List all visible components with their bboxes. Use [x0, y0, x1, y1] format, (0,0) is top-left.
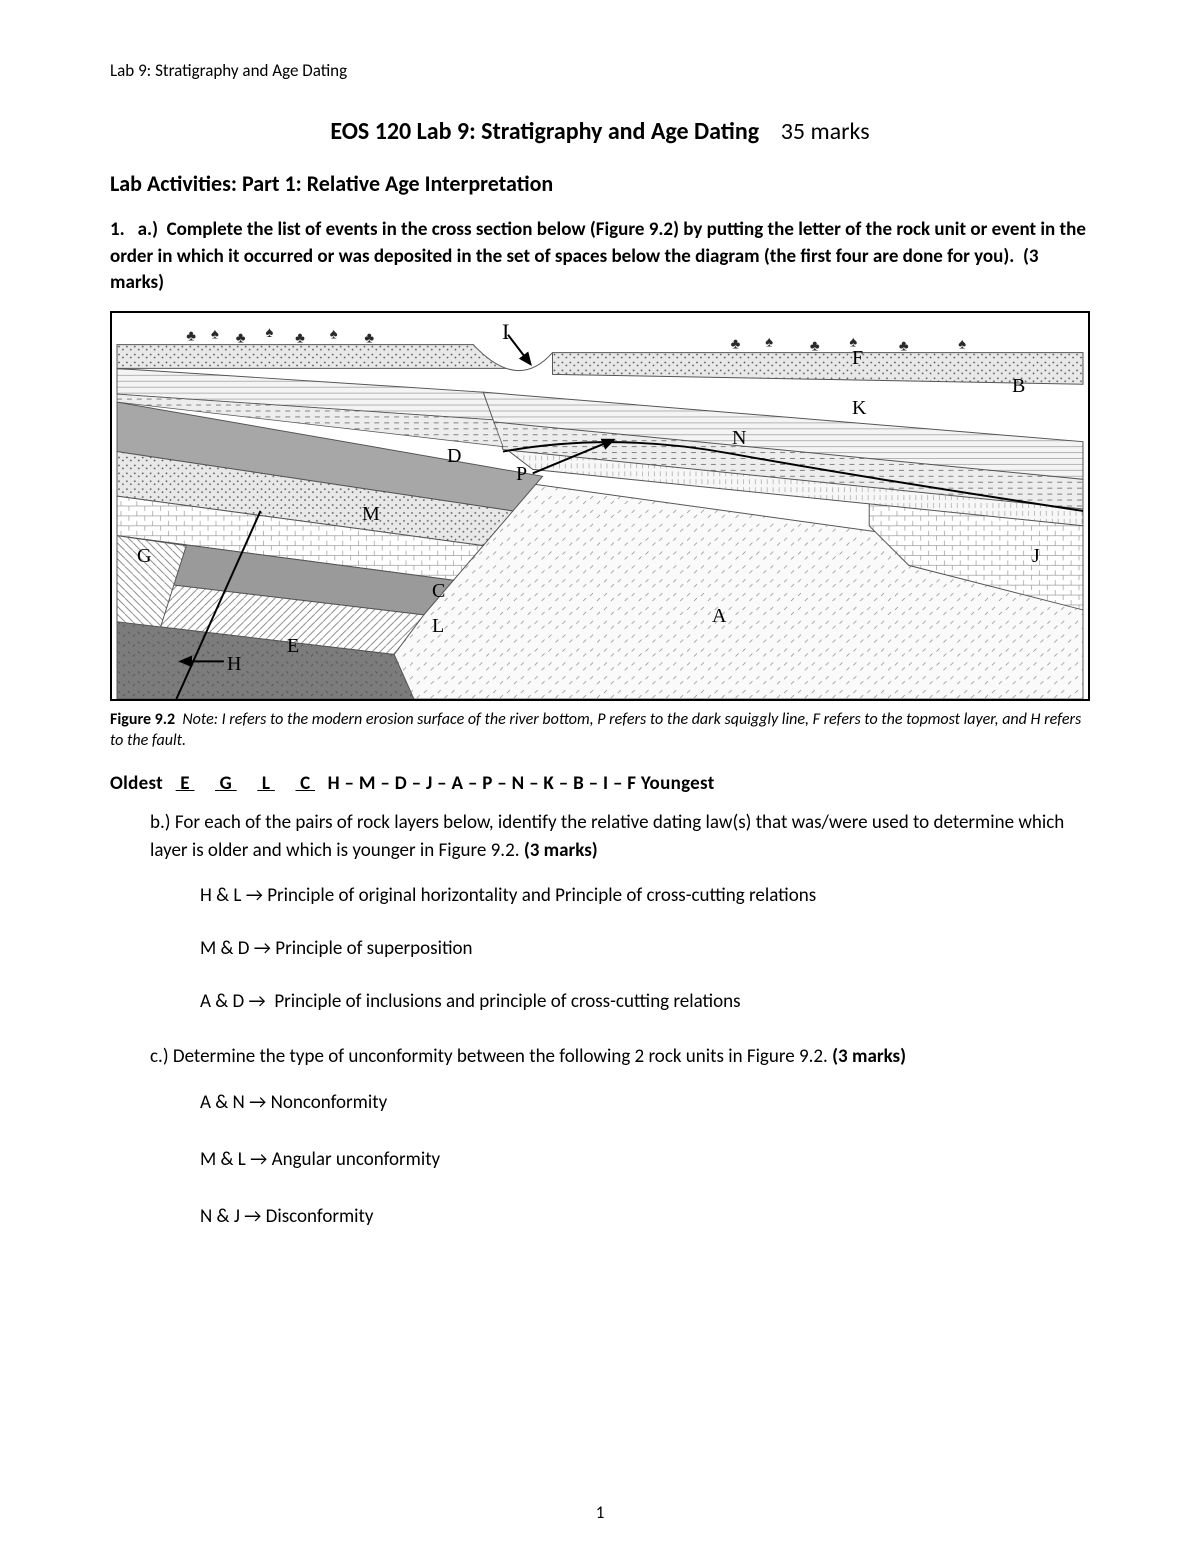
q1c-answer-1: M & L → Angular unconformity — [200, 1148, 1090, 1171]
arrow-icon: → — [246, 884, 263, 907]
q1b-answer-2: A & D → Principle of inclusions and prin… — [200, 990, 1090, 1013]
arrow-icon: → — [249, 990, 266, 1013]
diagram-label-K: K — [852, 397, 866, 420]
svg-text:♣: ♣ — [364, 328, 374, 346]
figure-caption-label: Figure 9.2 — [110, 710, 175, 729]
q1c-marks: (3 marks) — [832, 1045, 906, 1068]
question-1c: c.) Determine the type of unconformity b… — [150, 1043, 1090, 1071]
question-1b: b.) For each of the pairs of rock layers… — [150, 809, 1090, 864]
figure-caption-text: Note: I refers to the modern erosion sur… — [110, 710, 1081, 751]
diagram-label-C: C — [432, 580, 445, 603]
figure-caption: Figure 9.2 Note: I refers to the modern … — [110, 709, 1090, 752]
diagram-label-I: I — [502, 319, 509, 345]
q1b-marks: (3 marks) — [524, 839, 598, 862]
svg-text:♣: ♣ — [810, 336, 820, 354]
svg-text:♠: ♠ — [265, 323, 273, 341]
svg-text:♠: ♠ — [330, 325, 338, 343]
diagram-label-P: P — [516, 463, 527, 486]
svg-text:♠: ♠ — [211, 325, 219, 343]
arrow-icon: → — [244, 1205, 261, 1228]
subtitle: Lab Activities: Part 1: Relative Age Int… — [110, 170, 1090, 197]
figure-9-2: ♣♠♣ ♠♣♠♣ ♣♠♣ ♠♣♠ I F B K N D P M J G C L… — [110, 311, 1090, 701]
q1c-part: c.) — [150, 1045, 169, 1068]
svg-text:♠: ♠ — [765, 332, 773, 350]
svg-text:♠: ♠ — [958, 334, 966, 352]
arrow-icon: → — [250, 1148, 267, 1171]
question-1a: 1. a.) Complete the list of events in th… — [110, 217, 1090, 297]
seq-rest: H – M – D – J – A – P – N – K – B – I – … — [328, 772, 641, 795]
q1b-answer-1: M & D → Principle of superposition — [200, 937, 1090, 960]
running-header: Lab 9: Stratigraphy and Age Dating — [110, 60, 1090, 81]
diagram-label-B: B — [1012, 375, 1025, 398]
q1c-answer-2: N & J → Disconformity — [200, 1205, 1090, 1228]
q1b-text: For each of the pairs of rock layers bel… — [150, 811, 1064, 862]
diagram-label-H: H — [227, 653, 241, 676]
page: Lab 9: Stratigraphy and Age Dating EOS 1… — [0, 0, 1200, 1553]
diagram-label-E: E — [287, 635, 299, 658]
q1a-text: Complete the list of events in the cross… — [110, 218, 1086, 268]
title-line: EOS 120 Lab 9: Stratigraphy and Age Dati… — [110, 117, 1090, 146]
svg-text:♣: ♣ — [899, 336, 909, 354]
diagram-label-M: M — [362, 503, 380, 526]
page-number: 1 — [0, 1502, 1200, 1523]
arrow-icon: → — [254, 937, 271, 960]
sequence-line: Oldest E G L C H – M – D – J – A – P – N… — [110, 772, 1090, 795]
q1b-part: b.) — [150, 811, 171, 834]
oldest-label: Oldest — [110, 772, 163, 795]
seq-given-0: E — [174, 772, 197, 795]
q1c-text: Determine the type of unconformity betwe… — [173, 1045, 828, 1068]
diagram-label-N: N — [732, 427, 746, 450]
q1b-answer-0: H & L → Principle of original horizontal… — [200, 884, 1090, 907]
q1a-part: a.) — [138, 218, 158, 241]
seq-given-2: L — [255, 772, 277, 795]
svg-text:♣: ♣ — [186, 326, 196, 344]
q1-number: 1. — [110, 218, 125, 241]
diagram-label-G: G — [137, 545, 151, 568]
youngest-label: Youngest — [641, 772, 715, 795]
seq-given-3: C — [293, 772, 317, 795]
cross-section-svg: ♣♠♣ ♠♣♠♣ ♣♠♣ ♠♣♠ — [112, 313, 1088, 699]
diagram-label-L: L — [432, 615, 444, 638]
diagram-label-J: J — [1032, 545, 1040, 568]
seq-given-1: G — [213, 772, 239, 795]
diagram-label-A: A — [712, 605, 726, 628]
diagram-label-D: D — [447, 445, 461, 468]
diagram-label-F: F — [852, 347, 863, 370]
q1c-answer-0: A & N → Nonconformity — [200, 1091, 1090, 1114]
title-main: EOS 120 Lab 9: Stratigraphy and Age Dati… — [330, 117, 759, 146]
svg-text:♣: ♣ — [295, 328, 305, 346]
svg-text:♣: ♣ — [731, 334, 741, 352]
svg-text:♣: ♣ — [236, 328, 246, 346]
arrow-icon: → — [249, 1091, 266, 1114]
title-marks: 35 marks — [781, 117, 870, 146]
